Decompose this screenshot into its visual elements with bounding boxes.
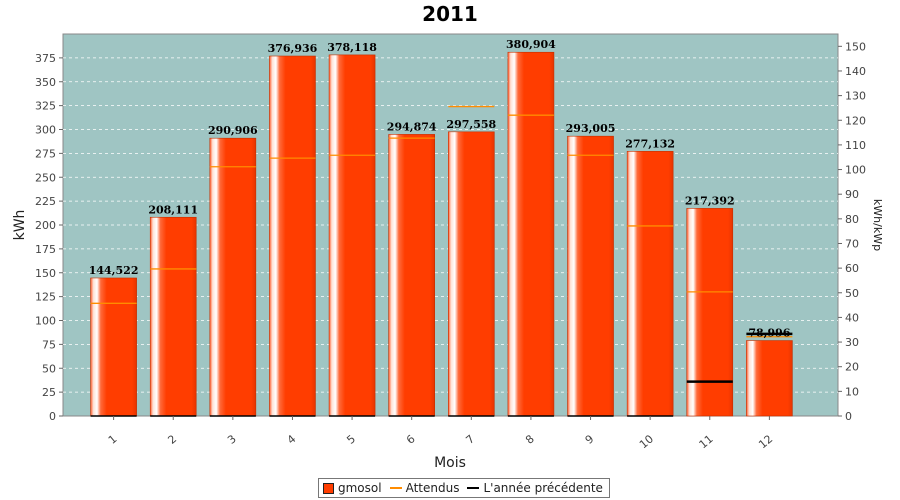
x-tick-label: 1: [106, 432, 120, 446]
data-label: 290,906: [208, 124, 258, 137]
y-tick-label: 25: [42, 386, 56, 399]
legend-swatch-annee-precedente: [467, 487, 480, 489]
y-axis-label: kWh: [12, 210, 28, 241]
bar: [567, 135, 614, 417]
bar: [209, 137, 257, 417]
x-tick-label: 3: [225, 432, 239, 446]
data-labels: 144,522 208,111 290,906 376,936 378,118 294,8…: [89, 38, 791, 339]
data-label: 277,132: [625, 137, 675, 150]
y-tick-label: 175: [35, 243, 56, 256]
y2-tick-label: 140: [845, 65, 866, 78]
y2-tick-label: 40: [845, 311, 859, 324]
legend: gmosol Attendus L'année précédente: [318, 478, 610, 498]
data-label: 144,522: [89, 264, 139, 277]
x-axis-ticks: 1 2 3 4 5 6 7 8 9 10 11 12: [106, 416, 775, 451]
y-tick-label: 50: [42, 362, 56, 375]
y2-tick-label: 0: [845, 410, 852, 423]
bar: [90, 277, 137, 417]
y2-tick-label: 20: [845, 361, 859, 374]
y2-tick-label: 50: [845, 287, 859, 300]
y-tick-label: 300: [35, 124, 56, 137]
data-label: 297,558: [446, 118, 496, 131]
y-tick-label: 250: [35, 171, 56, 184]
legend-item-gmosol: gmosol: [323, 481, 382, 495]
y2-tick-label: 10: [845, 385, 859, 398]
y-tick-label: 225: [35, 195, 56, 208]
x-tick-label: 7: [464, 432, 478, 446]
x-tick-label: 6: [404, 432, 418, 446]
bar: [746, 340, 793, 417]
y-tick-label: 75: [42, 338, 56, 351]
y2-tick-label: 130: [845, 90, 866, 103]
y-tick-label: 150: [35, 267, 56, 280]
legend-item-attendus: Attendus: [389, 481, 460, 495]
bar: [507, 51, 555, 417]
y2-axis-label: kWh/kWp: [871, 199, 884, 251]
y2-tick-label: 100: [845, 164, 866, 177]
data-label: 378,118: [327, 41, 377, 54]
data-label: 380,904: [506, 38, 556, 51]
bar: [626, 151, 674, 417]
x-axis-label: Mois: [434, 455, 466, 471]
y-tick-label: 375: [35, 52, 56, 65]
y2-tick-label: 60: [845, 262, 859, 275]
x-tick-label: 11: [697, 432, 716, 451]
bar: [388, 134, 435, 417]
data-label: 376,936: [268, 42, 318, 55]
bar: [149, 216, 197, 417]
y2-tick-label: 150: [845, 40, 866, 53]
bar: [328, 54, 376, 417]
data-label: 294,874: [387, 120, 437, 133]
x-tick-label: 5: [344, 432, 358, 446]
y2-tick-label: 120: [845, 114, 866, 127]
data-label: 217,392: [685, 194, 735, 207]
y-tick-label: 275: [35, 147, 56, 160]
data-label: 208,111: [148, 203, 198, 216]
x-tick-label: 8: [523, 432, 537, 446]
y2-tick-label: 70: [845, 237, 859, 250]
data-label: 293,005: [566, 122, 616, 135]
y2-tick-label: 90: [845, 188, 859, 201]
y-tick-label: 100: [35, 315, 56, 328]
legend-label-gmosol: gmosol: [338, 481, 382, 495]
x-tick-label: 9: [583, 432, 597, 446]
legend-item-annee-precedente: L'année précédente: [467, 481, 603, 495]
y-tick-label: 125: [35, 291, 56, 304]
y-tick-label: 200: [35, 219, 56, 232]
y-tick-label: 350: [35, 76, 56, 89]
x-tick-label: 12: [756, 432, 775, 451]
chart-title: 2011: [422, 2, 478, 26]
x-tick-label: 2: [165, 432, 179, 446]
y2-tick-label: 30: [845, 336, 859, 349]
y-tick-label: 0: [49, 410, 56, 423]
y-axis-ticks: 0 25 50 75 100 125 150 175 200 225 250 275 300 325 350…: [35, 52, 63, 423]
x-tick-label: 4: [285, 432, 299, 446]
y-tick-label: 325: [35, 100, 56, 113]
bar: [686, 208, 734, 417]
data-label: 78,996: [748, 327, 790, 340]
y2-tick-label: 80: [845, 213, 859, 226]
legend-label-attendus: Attendus: [405, 481, 460, 495]
x-tick-label: 10: [637, 432, 656, 451]
bar: [269, 55, 316, 417]
legend-swatch-attendus: [389, 487, 402, 489]
legend-label-annee-precedente: L'année précédente: [483, 481, 603, 495]
y2-axis-ticks: 0 10 20 30 40 50 60 70 80 90 100 110 120 130 140 150: [838, 40, 866, 423]
bars: [90, 51, 793, 417]
y2-tick-label: 110: [845, 139, 866, 152]
legend-swatch-gmosol: [323, 482, 334, 494]
bar: [448, 131, 495, 417]
